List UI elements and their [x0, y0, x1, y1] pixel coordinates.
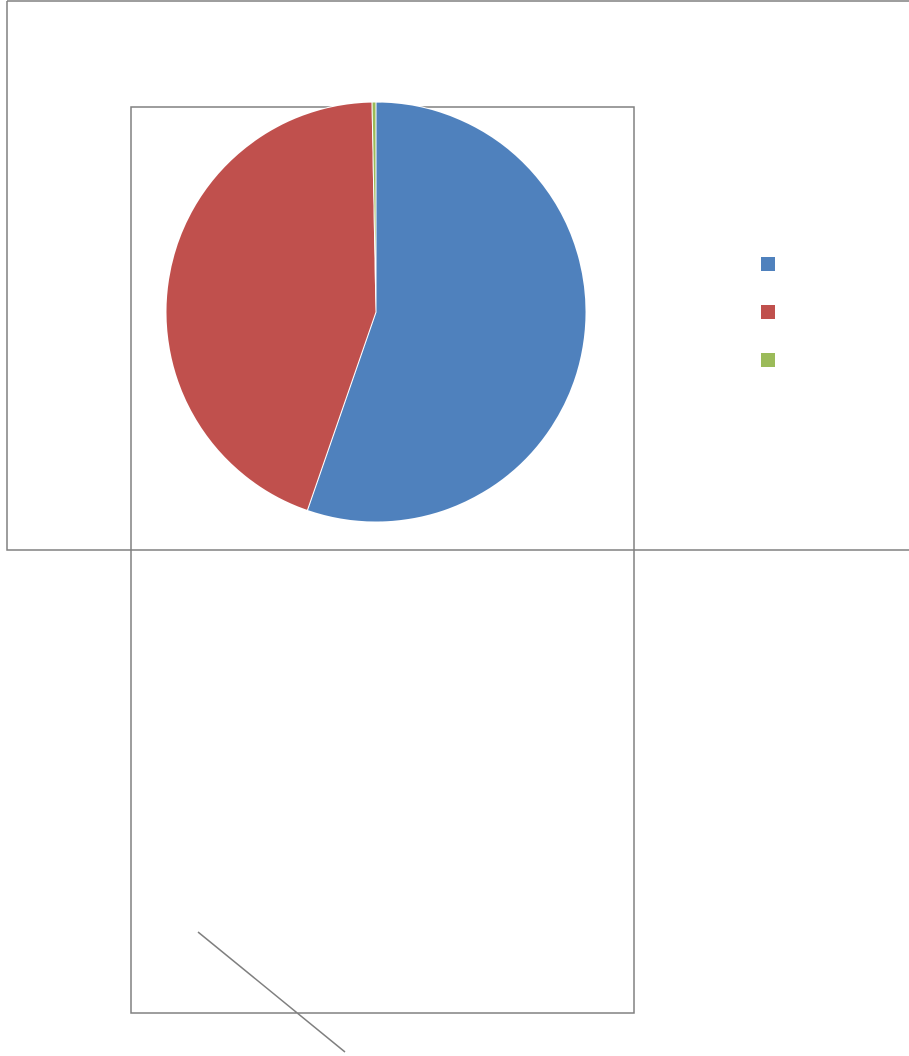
legend-swatch-1: [761, 257, 775, 271]
pie-slice-2[interactable]: [165, 101, 377, 512]
pie-plot: [165, 101, 587, 523]
chart-area-border: [6, 0, 909, 551]
legend-swatch-3: [761, 353, 775, 367]
leader-line: [197, 931, 346, 1053]
legend: [761, 257, 775, 367]
pie-slice-3[interactable]: [371, 101, 377, 313]
pie-slice-1[interactable]: [306, 101, 587, 523]
legend-swatch-2: [761, 305, 775, 319]
